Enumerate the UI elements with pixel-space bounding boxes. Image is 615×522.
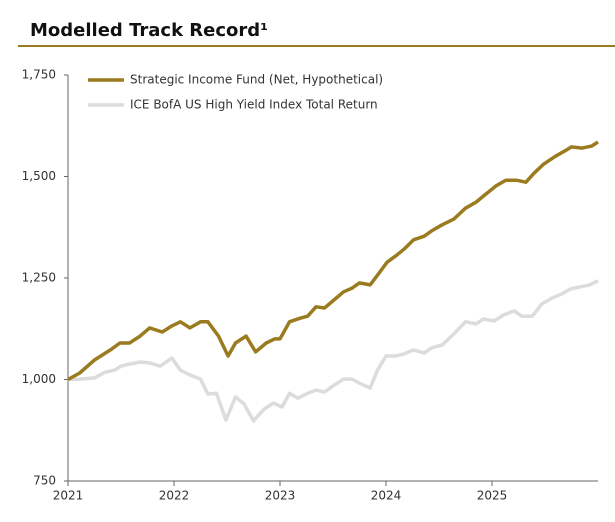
x-tick-label: 2021 — [53, 489, 84, 503]
legend-label: Strategic Income Fund (Net, Hypothetical… — [130, 73, 383, 87]
y-tick-label: 1,500 — [22, 169, 56, 183]
x-tick-label: 2025 — [477, 489, 508, 503]
legend-label: ICE BofA US High Yield Index Total Retur… — [130, 98, 378, 112]
y-tick-label: 1,000 — [22, 372, 56, 386]
series-line — [67, 279, 599, 423]
series-line — [67, 140, 599, 382]
chart-title: Modelled Track Record¹ — [30, 20, 268, 41]
x-tick-label: 2024 — [371, 489, 402, 503]
title-rule — [18, 45, 615, 47]
x-tick-label: 2022 — [159, 489, 190, 503]
y-tick-label: 1,750 — [22, 68, 56, 82]
x-tick-label: 2023 — [265, 489, 296, 503]
y-tick-label: 1,250 — [22, 271, 56, 285]
y-tick-label: 750 — [33, 474, 56, 488]
